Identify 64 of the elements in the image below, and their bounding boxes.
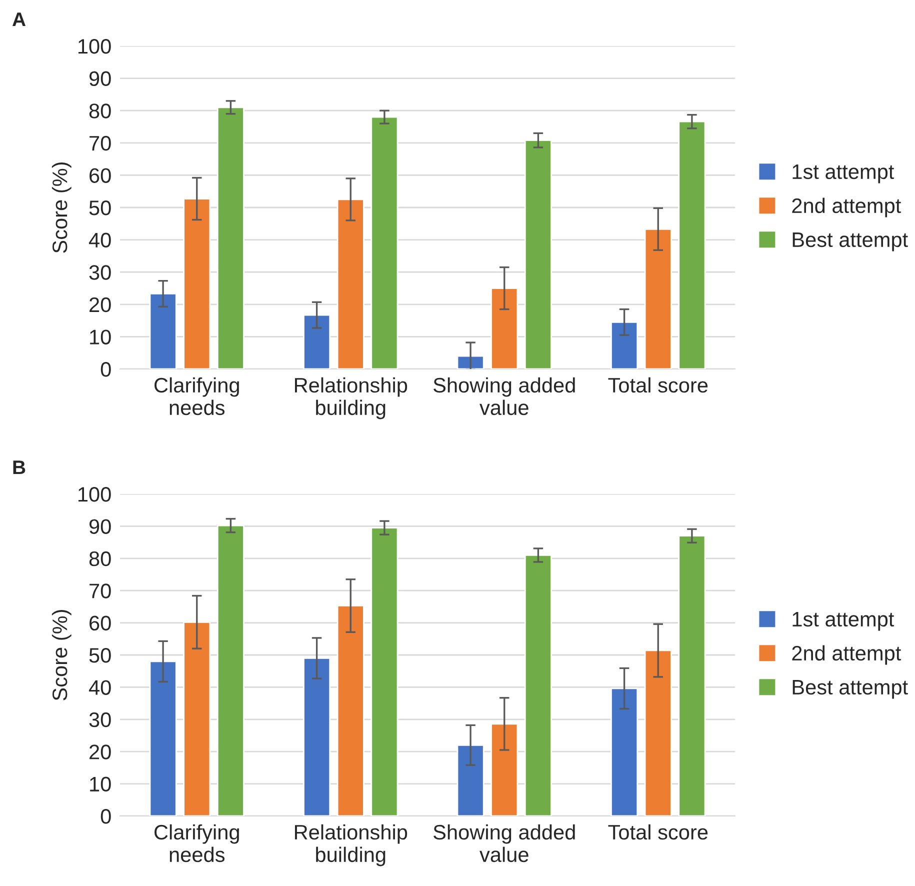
- bar: [456, 355, 484, 369]
- bar: [216, 524, 244, 816]
- bar: [149, 660, 177, 816]
- y-axis-title: Score (%): [52, 162, 72, 253]
- bar: [678, 535, 706, 816]
- y-tick-label: 50: [89, 200, 111, 216]
- y-tick-label: 90: [89, 71, 111, 86]
- y-tick-label: 80: [89, 104, 111, 118]
- y-tick-label: 60: [90, 616, 111, 631]
- bar: [303, 314, 331, 369]
- y-axis-title: Score (%): [52, 610, 72, 700]
- bar: [644, 650, 672, 816]
- x-tick-label: Relationship building: [295, 824, 408, 866]
- x-tick-label: Clarifying needs: [154, 377, 239, 416]
- bar: [490, 723, 518, 816]
- legend-label: 2nd attempt: [792, 645, 902, 665]
- y-tick-label: 0: [100, 362, 111, 377]
- bar: [490, 288, 518, 369]
- bar: [216, 106, 244, 369]
- bar: [678, 120, 706, 369]
- bar: [456, 744, 484, 816]
- y-tick-label: 10: [90, 330, 111, 344]
- chart-title: A: [12, 12, 26, 26]
- y-tick-label: 40: [88, 680, 111, 695]
- y-tick-label: 70: [90, 584, 111, 598]
- legend-label: 1st attempt: [792, 612, 894, 631]
- y-tick-label: 20: [90, 744, 111, 760]
- bar: [524, 140, 552, 369]
- bar: [610, 321, 638, 369]
- bar: [183, 621, 211, 816]
- x-tick-label: Showing added value: [434, 824, 575, 862]
- x-tick-label: Clarifying needs: [154, 824, 239, 862]
- y-tick-label: 30: [89, 265, 111, 280]
- bar: [336, 198, 364, 369]
- y-tick-label: 60: [90, 168, 111, 183]
- bar: [336, 605, 364, 816]
- bar: [610, 688, 638, 816]
- x-tick-label: Total score: [608, 824, 708, 840]
- legend-label: Best attempt: [792, 232, 908, 252]
- bar: [370, 116, 398, 369]
- y-tick-label: 70: [90, 136, 111, 151]
- y-tick-label: 80: [89, 551, 111, 566]
- x-tick-label: Relationship building: [295, 377, 408, 420]
- y-tick-label: 50: [89, 648, 111, 663]
- chart-title: B: [13, 460, 26, 474]
- y-tick-label: 0: [100, 809, 111, 824]
- y-tick-label: 90: [89, 519, 111, 534]
- y-tick-label: 100: [78, 39, 111, 54]
- y-tick-label: 30: [89, 712, 111, 728]
- bar: [183, 198, 211, 369]
- bar: [303, 658, 331, 816]
- legend-label: Best attempt: [792, 680, 908, 699]
- x-tick-label: Total score: [608, 377, 708, 393]
- y-tick-label: 40: [88, 232, 111, 248]
- bar: [524, 554, 552, 816]
- bar: [370, 527, 398, 816]
- bar: [644, 228, 672, 369]
- legend-label: 2nd attempt: [792, 198, 902, 218]
- bar: [149, 293, 177, 369]
- legend-label: 1st attempt: [792, 164, 894, 184]
- y-tick-label: 10: [90, 776, 111, 792]
- y-tick-label: 20: [90, 297, 111, 312]
- x-tick-label: Showing added value: [434, 377, 575, 416]
- y-tick-label: 100: [78, 487, 111, 502]
